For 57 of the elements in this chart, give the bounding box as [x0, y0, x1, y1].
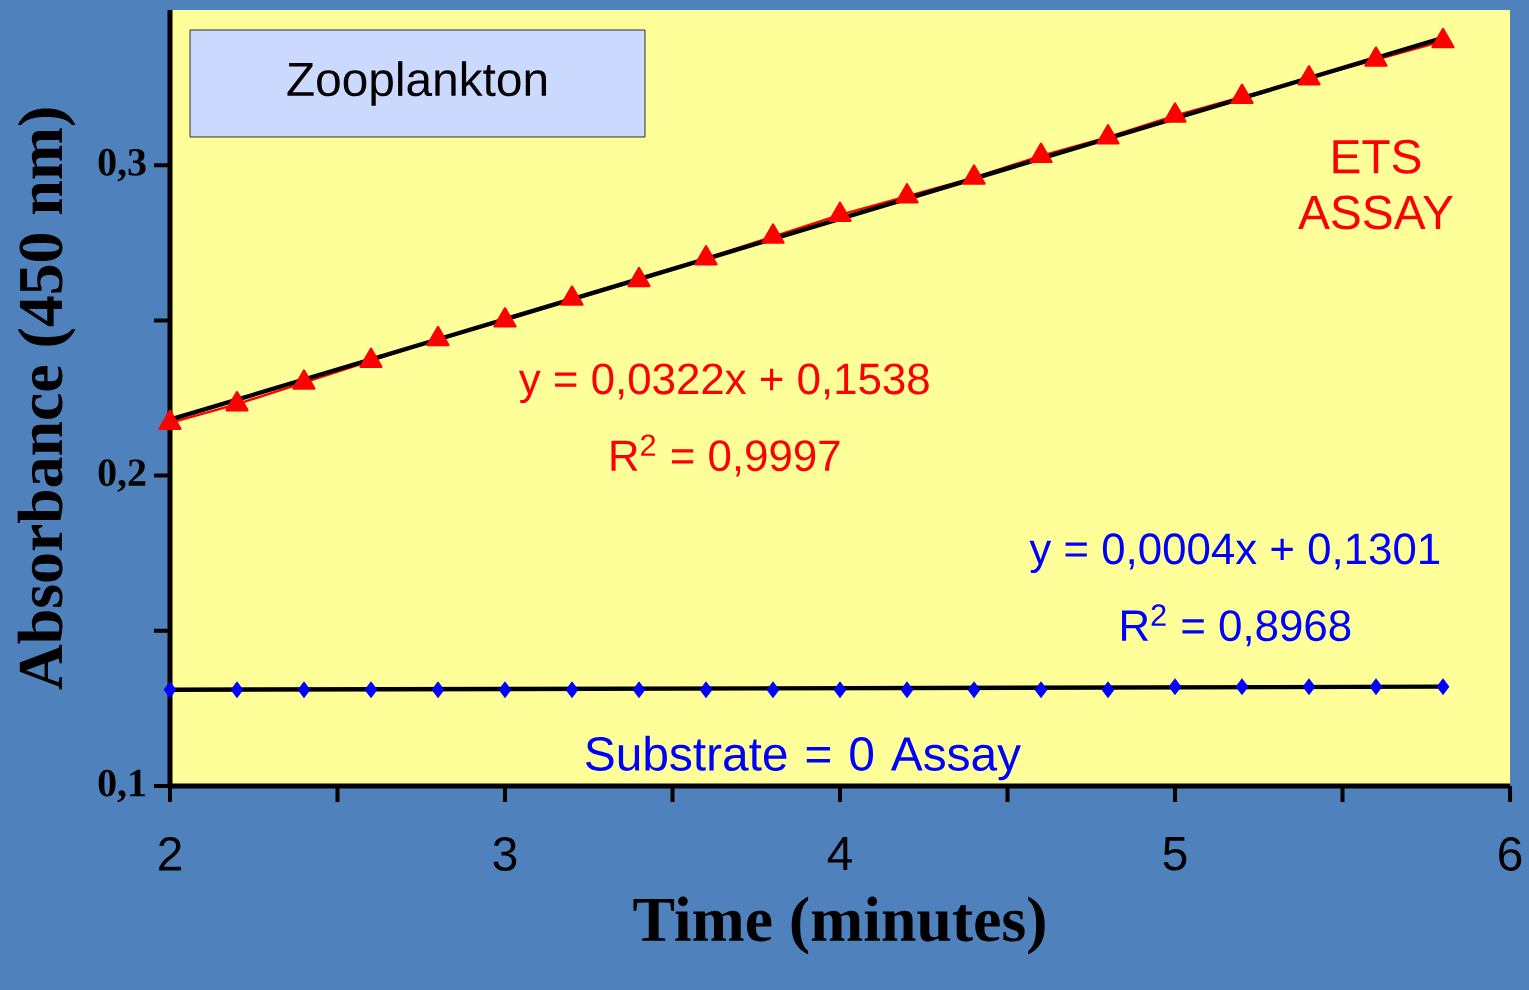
point: [292, 369, 316, 390]
point: [297, 681, 311, 699]
point: [632, 681, 646, 699]
point: [493, 307, 517, 328]
point: [230, 681, 244, 699]
point: [1431, 27, 1455, 49]
point: [364, 681, 378, 699]
point: [1369, 678, 1383, 696]
point: [828, 201, 852, 223]
annotation: y = 0,0004x + 0,1301: [1029, 533, 1440, 574]
point: [900, 681, 914, 699]
point: [431, 681, 445, 699]
point: [1168, 678, 1182, 696]
y-tick-label: 0,1: [98, 769, 145, 803]
point: [833, 681, 847, 699]
point: [359, 347, 383, 368]
x-tick-label: 4: [827, 837, 852, 870]
annotation: R$^{2}$ = 0,9997: [611, 434, 840, 477]
point: [699, 681, 713, 699]
point: [565, 681, 579, 699]
point: [560, 285, 584, 306]
point: [225, 391, 249, 412]
point: [761, 223, 785, 244]
y-axis-title: Absorbance (450 nm): [17, 108, 76, 690]
y-tick-label: 0,3: [98, 148, 146, 182]
x-tick-label: 5: [1163, 837, 1187, 871]
x-tick-label: 2: [159, 837, 181, 871]
point: [1034, 681, 1048, 699]
point: [1230, 83, 1254, 105]
point: [1029, 142, 1053, 164]
point: [1436, 678, 1450, 696]
x-axis-title: Time (minutes): [633, 896, 1045, 955]
point: [498, 681, 512, 699]
point: [967, 681, 981, 699]
point: [426, 325, 450, 347]
point: [1235, 678, 1249, 696]
point: [627, 266, 651, 288]
point: [1163, 102, 1187, 123]
series-label: ETS ASSAY: [1298, 139, 1453, 230]
annotation: R$^{2}$ = 0,8968: [1122, 604, 1351, 647]
point: [158, 409, 182, 431]
point: [1297, 65, 1321, 86]
point: [766, 681, 780, 699]
point: [895, 183, 919, 204]
y-tick-label: 0,2: [98, 459, 146, 492]
annotation: y = 0,0322x + 0,1538: [518, 363, 929, 404]
point: [1101, 681, 1115, 699]
point: [163, 681, 177, 699]
point: [1302, 678, 1316, 696]
point: [1096, 124, 1120, 145]
point: [694, 245, 718, 266]
x-tick-label: 6: [1499, 837, 1522, 871]
x-tick-label: 3: [493, 837, 517, 871]
point: [1364, 46, 1388, 67]
point: [962, 164, 986, 185]
series-label: Substrate = 0 Assay: [586, 735, 1021, 781]
text: Zooplankton: [287, 61, 546, 106]
